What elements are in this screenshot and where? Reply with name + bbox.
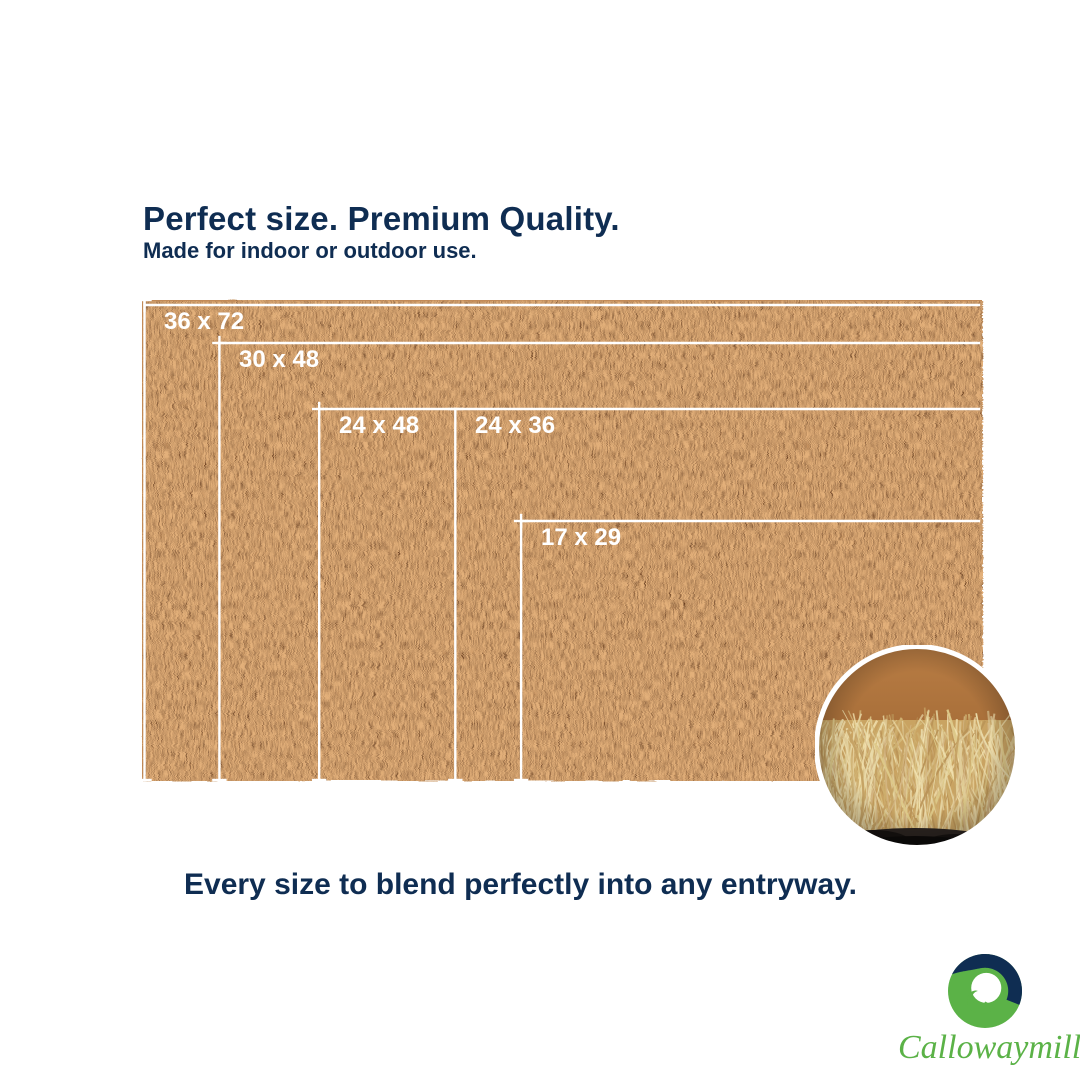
svg-text:Callowaymills: Callowaymills (898, 1029, 1080, 1066)
